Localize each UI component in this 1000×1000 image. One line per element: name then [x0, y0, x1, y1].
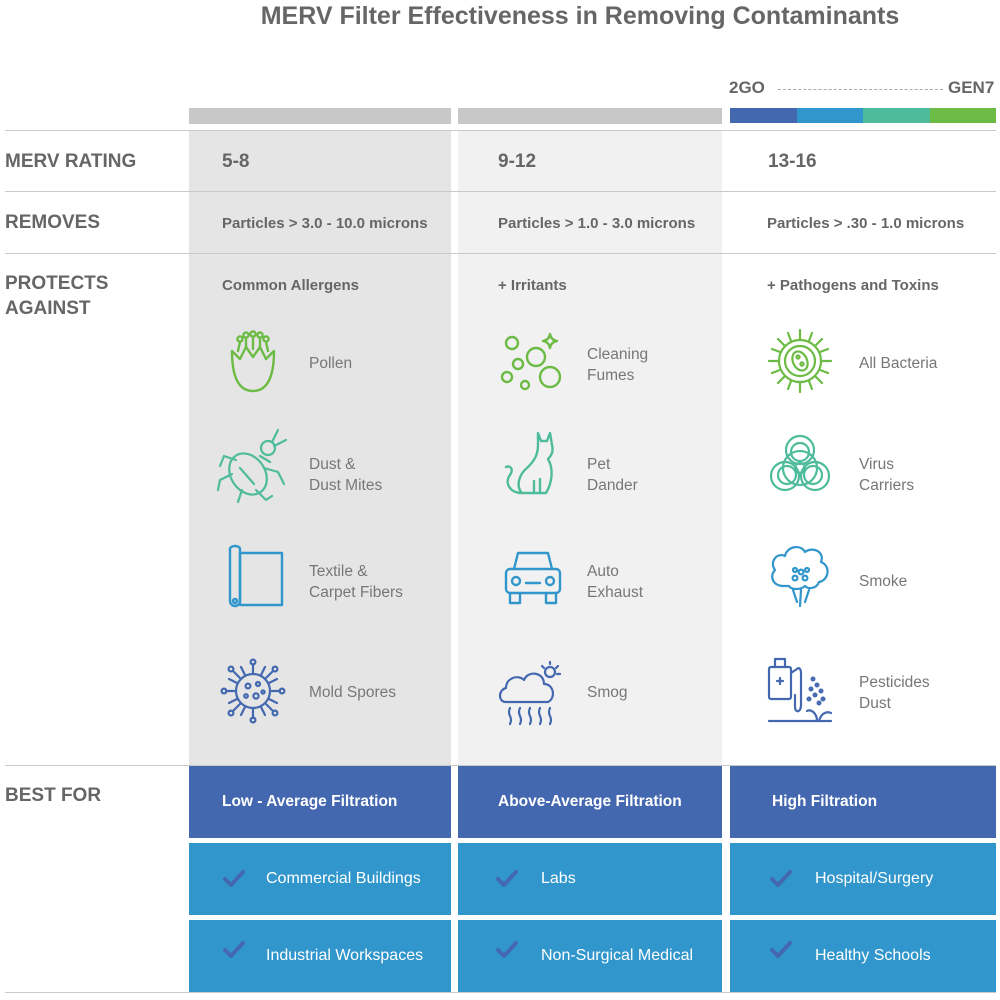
use-case-label: Hospital/Surgery: [815, 870, 934, 887]
best-for-heading: Low - Average Filtration: [189, 766, 451, 838]
use-case-cell: Commercial Buildings: [189, 843, 451, 915]
contaminant-label: Smoke: [859, 573, 908, 590]
gen-scale-segment-4: [929, 108, 996, 123]
divider-protects: [5, 765, 996, 766]
contaminant-label: Pollen: [309, 355, 353, 372]
carpet-roll-icon: [218, 543, 288, 613]
removes-value: Particles > .30 - 1.0 microns: [767, 215, 965, 232]
checkmark-icon: [496, 941, 518, 958]
use-case-cell: Industrial Workspaces: [189, 920, 451, 992]
best-for-heading: High Filtration: [730, 766, 996, 838]
use-case-label: Industrial Workspaces: [266, 947, 424, 964]
checkmark-icon: [223, 870, 245, 887]
use-case-label: Labs: [541, 870, 576, 887]
contaminant-label: Smog: [587, 684, 628, 701]
removes-value: Particles > 1.0 - 3.0 microns: [498, 215, 696, 232]
pollen-icon: [218, 329, 288, 399]
row-label-protects-line1: PROTECTS: [5, 273, 109, 294]
use-case-cell: Labs: [458, 843, 722, 915]
contaminant-label: Textile & Carpet Fibers: [309, 563, 403, 601]
gen-scale-start-label: 2GO: [729, 78, 765, 97]
use-case-cell: Healthy Schools: [730, 920, 996, 992]
protects-heading: Common Allergens: [222, 277, 359, 294]
row-label-best-for: BEST FOR: [5, 785, 102, 806]
column-1-background: [189, 130, 451, 766]
gen-scale-bar: [730, 108, 996, 123]
protects-heading: + Irritants: [498, 277, 567, 294]
gen-scale-segment-2: [796, 108, 863, 123]
column-1-top-bar: [189, 108, 451, 124]
pesticide-sprayer-icon: [765, 655, 835, 725]
column-2-top-bar: [458, 108, 722, 124]
contaminant-label: Virus Carriers: [859, 456, 915, 494]
use-case-label: Non-Surgical Medical: [541, 947, 694, 964]
row-label-protects-line2: AGAINST: [5, 298, 91, 319]
merv-value: 9-12: [498, 151, 537, 172]
best-for-label: Low - Average Filtration: [222, 793, 398, 810]
bacteria-icon: [765, 326, 835, 396]
gen-scale-segment-3: [863, 108, 930, 123]
use-case-cell: Hospital/Surgery: [730, 843, 996, 915]
contaminant-label: All Bacteria: [859, 355, 938, 372]
checkmark-icon: [496, 870, 518, 887]
checkmark-icon: [770, 870, 792, 887]
smoke-icon: [765, 540, 835, 610]
gen-scale-end-label: GEN7: [948, 78, 995, 97]
divider-bottom: [5, 992, 996, 993]
use-case-label: Commercial Buildings: [266, 870, 421, 887]
protects-heading: + Pathogens and Toxins: [767, 277, 939, 294]
bubbles-icon: [498, 329, 568, 399]
divider-top: [5, 130, 996, 131]
checkmark-icon: [770, 941, 792, 958]
mold-spore-icon: [218, 656, 288, 726]
divider-merv: [5, 191, 996, 192]
checkmark-icon: [223, 941, 245, 958]
contaminant-label: Dust & Dust Mites: [309, 456, 383, 494]
merv-value: 5-8: [222, 151, 250, 172]
contaminant-label: Mold Spores: [309, 684, 397, 701]
cat-icon: [500, 427, 570, 497]
contaminant-label: Pesticides Dust: [859, 674, 930, 712]
divider-removes: [5, 253, 996, 254]
merv-value: 13-16: [768, 151, 817, 172]
best-for-label: High Filtration: [772, 793, 878, 810]
best-for-label: Above-Average Filtration: [498, 793, 682, 810]
contaminant-label: Cleaning Fumes: [587, 346, 649, 384]
row-label-removes: REMOVES: [5, 212, 101, 233]
best-for-heading: Above-Average Filtration: [458, 766, 722, 838]
use-case-cell: Non-Surgical Medical: [458, 920, 722, 992]
use-case-label: Healthy Schools: [815, 947, 931, 964]
car-icon: [498, 543, 568, 613]
gen-scale-segment-1: [730, 108, 797, 123]
contaminant-label: Pet Dander: [587, 456, 638, 494]
removes-value: Particles > 3.0 - 10.0 microns: [222, 215, 428, 232]
contaminant-label: Auto Exhaust: [587, 563, 644, 601]
column-2-background: [458, 130, 722, 766]
biohazard-icon: [765, 430, 835, 500]
gen-scale-dashed-line: [778, 89, 943, 90]
dust-mite-icon: [216, 424, 290, 504]
page-title: MERV Filter Effectiveness in Removing Co…: [260, 2, 900, 30]
smog-cloud-icon: [496, 658, 566, 728]
row-label-merv-rating: MERV RATING: [5, 151, 137, 172]
